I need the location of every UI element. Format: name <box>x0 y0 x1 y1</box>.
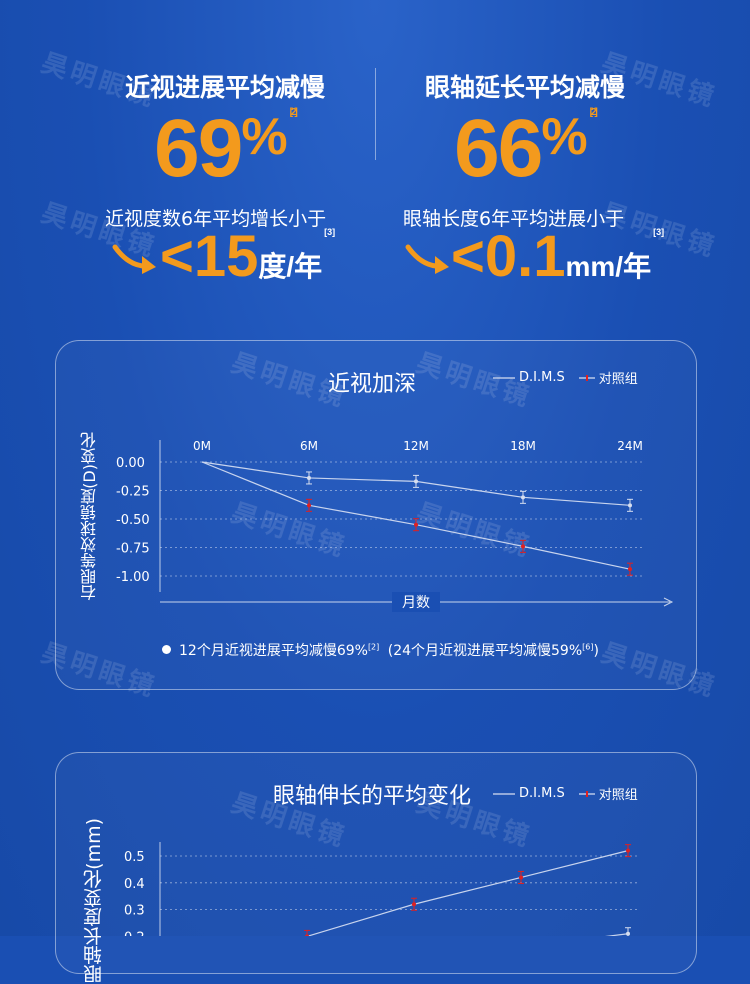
data-point-dims <box>521 495 525 500</box>
footnote-a: 12个月近视进展平均减慢69% <box>179 643 368 659</box>
chart1-y-axis-label: 右眼等效球镜度(D)变化 <box>80 432 99 601</box>
chart1-plot: 0.00 -0.25 -0.50 -0.75 -1.00 0M 6M 12M 18M 24M <box>116 439 643 592</box>
data-point-control <box>628 567 632 572</box>
data-point-control <box>521 544 525 549</box>
x-tick-label: 6M <box>300 439 318 453</box>
stat-right-title: 眼轴延长平均减慢 <box>424 73 625 102</box>
legend-swatch-dims <box>493 376 515 379</box>
footnote-a-ref: [2] <box>367 642 380 652</box>
footnote-b-ref: [6] <box>582 642 594 652</box>
data-point-dims <box>414 479 418 484</box>
x-tick-label: 18M <box>510 439 536 453</box>
stat-right-value: 66% [2] <box>395 108 655 190</box>
growth-right-value: <0.1mm/年[3] <box>451 228 664 286</box>
legend-item-control: 对照组 <box>578 784 638 803</box>
legend-item-dims: D.I.M.S <box>493 370 565 385</box>
legend-swatch-control <box>578 374 595 381</box>
y-tick-label: 0.5 <box>124 850 145 865</box>
stat-right-percent: % <box>541 108 588 166</box>
legend-label-dims: D.I.M.S <box>519 370 565 385</box>
y-tick-label: 0.2 <box>124 930 145 936</box>
series-line-control <box>306 850 629 936</box>
x-tick-label: 24M <box>617 439 643 453</box>
y-tick-label: -0.50 <box>116 513 150 528</box>
data-point-dims <box>628 503 632 508</box>
growth-left-number: 15 <box>193 224 259 289</box>
x-tick-label: 0M <box>193 439 211 453</box>
growth-left-lt: < <box>160 224 194 289</box>
legend-label-control: 对照组 <box>598 788 638 803</box>
legend-label-control: 对照组 <box>598 372 638 387</box>
chart1-panel <box>55 340 697 690</box>
stat-divider <box>375 68 376 160</box>
bullet-icon <box>162 645 171 654</box>
legend-item-control: 对照组 <box>578 368 638 387</box>
legend-item-dims: D.I.M.S <box>493 786 565 801</box>
stat-right-ref: [2] <box>589 107 598 118</box>
stat-left-ref: [2] <box>289 107 298 118</box>
y-tick-label: -0.75 <box>116 542 150 557</box>
data-point-control <box>626 848 630 853</box>
stat-left-value: 69% [2] <box>95 108 355 190</box>
chart2-plot: 0.5 0.4 0.3 0.2 <box>124 842 640 936</box>
chart2-title: 眼轴伸长的平均变化 <box>273 784 472 809</box>
stat-left-title: 近视进展平均减慢 <box>124 73 325 102</box>
legend-label-dims: D.I.M.S <box>519 786 565 801</box>
data-point-control <box>414 522 418 527</box>
data-point-control <box>307 503 311 508</box>
data-point-control <box>412 902 416 907</box>
growth-right-number: 0.1 <box>484 224 566 289</box>
chart2-legend: D.I.M.S 对照组 <box>493 784 638 803</box>
stat-left-percent: % <box>241 108 288 166</box>
y-tick-label: 0.00 <box>116 456 145 471</box>
stat-right: 眼轴延长平均减慢 66% [2] <box>395 68 655 190</box>
stat-left: 近视进展平均减慢 69% [2] <box>95 68 355 190</box>
growth-right-lt: < <box>451 224 485 289</box>
growth-left-ref: [3] <box>324 227 336 237</box>
legend-swatch-dims <box>493 792 515 795</box>
background <box>0 0 750 936</box>
growth-left-unit: 度/年 <box>258 251 323 282</box>
data-point-dims <box>307 475 311 480</box>
growth-right-ref: [3] <box>653 227 665 237</box>
footnote-b-end: ) <box>593 643 599 659</box>
arrow-down-right-icon <box>405 244 449 274</box>
footnote-b: (24个月近视进展平均减慢59% <box>387 643 583 659</box>
y-tick-label: -1.00 <box>116 570 150 585</box>
data-point-dims <box>626 931 630 936</box>
chart1-title: 近视加深 <box>328 372 417 397</box>
stat-left-number: 69 <box>154 103 243 194</box>
growth-right-title: 眼轴长度6年平均进展小于 <box>403 208 625 230</box>
growth-right-unit: mm/年 <box>565 251 652 282</box>
y-tick-label: -0.25 <box>116 485 150 500</box>
chart2-y-axis-label: 眼轴长度变化(mm) <box>83 818 105 984</box>
y-tick-label: 0.3 <box>124 904 145 919</box>
y-tick-label: 0.4 <box>124 877 145 892</box>
stat-right-number: 66 <box>454 103 543 194</box>
chart1-legend: D.I.M.S 对照组 <box>493 368 638 387</box>
growth-left-value: <15度/年[3] <box>160 228 335 286</box>
growth-left-title: 近视度数6年平均增长小于 <box>105 208 327 230</box>
legend-swatch-control <box>578 790 595 797</box>
data-point-control <box>519 875 523 880</box>
x-tick-label: 12M <box>403 439 429 453</box>
arrow-down-right-icon <box>112 244 156 274</box>
chart1-footnote: 12个月近视进展平均减慢69%[2] (24个月近视进展平均减慢59%[6]) <box>162 640 599 660</box>
chart1-x-axis-label: 月数 <box>392 592 440 612</box>
